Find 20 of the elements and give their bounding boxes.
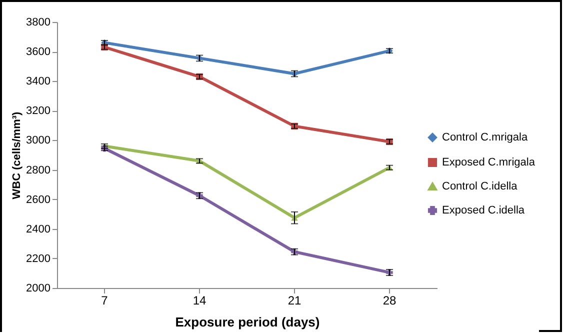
x-tick-label: 28 [382, 294, 396, 308]
y-tick-label: 2200 [26, 252, 50, 265]
y-tick-label: 3400 [26, 76, 50, 88]
y-tick-label: 3600 [26, 46, 50, 58]
x-axis-title: Exposure period (days) [175, 314, 320, 330]
x-tick-label: 21 [288, 294, 302, 308]
y-tick-label: 2000 [26, 282, 50, 294]
y-tick-label: 2600 [26, 194, 50, 206]
x-tick-label: 14 [192, 294, 206, 308]
legend-label: Control C.idella [442, 180, 518, 192]
y-axis-title: WBC (cells/mm³) [11, 111, 24, 200]
y-tick-label: 2800 [26, 164, 50, 176]
legend-label: Exposed C.idella [442, 204, 526, 216]
legend-label: Exposed C.mrigala [442, 156, 536, 168]
legend-label: Control C.mrigala [442, 132, 528, 144]
y-tick-label: 3000 [26, 134, 50, 147]
y-tick-label: 3200 [26, 105, 50, 118]
y-tick-label: 2400 [26, 223, 50, 236]
x-tick-label: 7 [101, 294, 108, 308]
y-tick-label: 3800 [26, 16, 50, 28]
